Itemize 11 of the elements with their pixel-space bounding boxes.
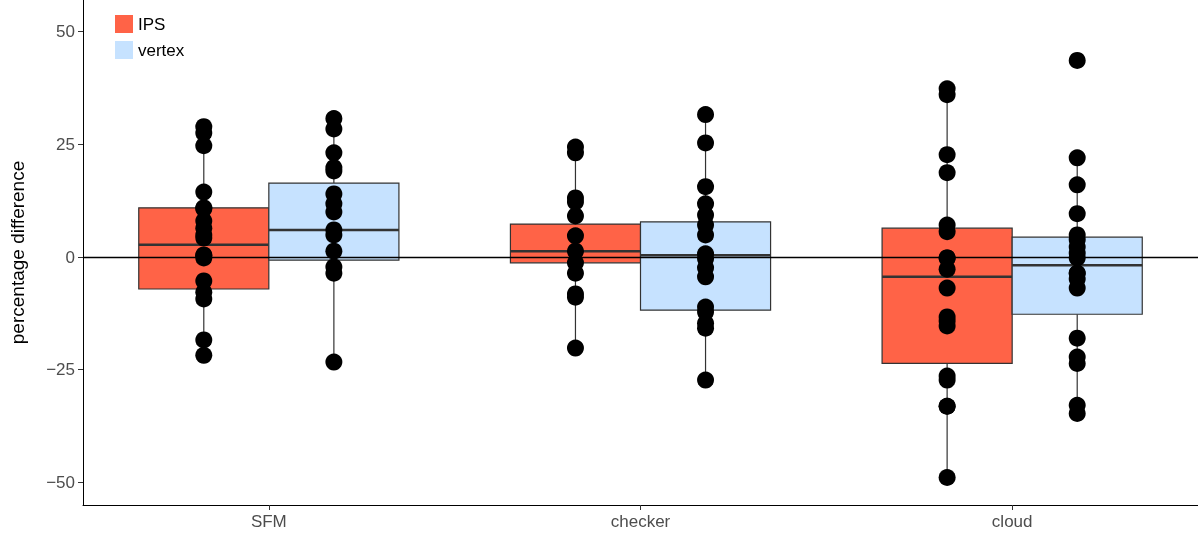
y-axis-title: percentage difference (7, 160, 28, 345)
legend-label: IPS (138, 14, 166, 34)
y-tick-label: 50 (56, 22, 75, 42)
x-tick-label: checker (610, 512, 671, 531)
x-tick-label: cloud (991, 512, 1033, 531)
legend-label: vertex (138, 40, 185, 60)
y-tick-label: 0 (65, 247, 75, 267)
y-tick-label: 25 (56, 134, 75, 154)
y-tick-label: −50 (46, 472, 75, 492)
x-tick-label: SFM (250, 512, 287, 531)
y-tick-label: −25 (46, 360, 75, 380)
